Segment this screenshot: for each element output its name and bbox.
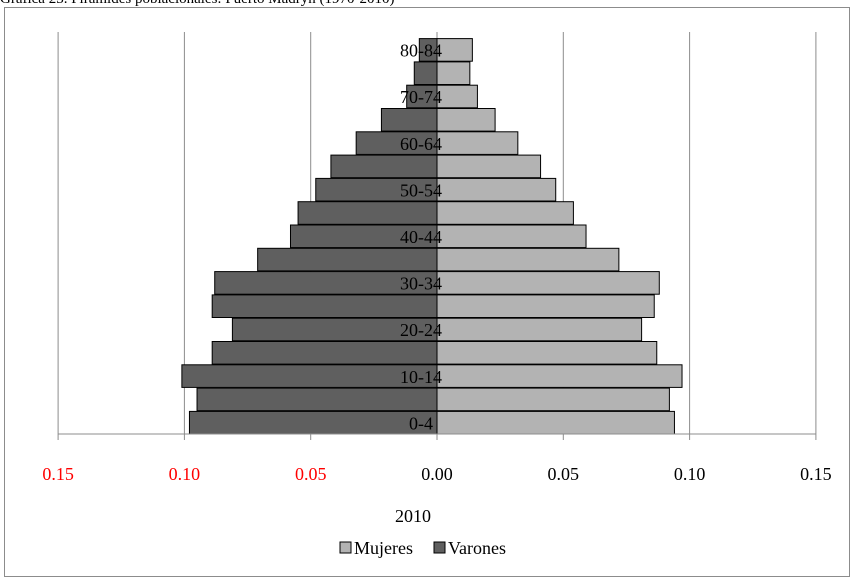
bar-mujeres-55-59 <box>437 155 541 178</box>
category-label: 80-84 <box>400 41 442 61</box>
category-label: 70-74 <box>400 87 442 107</box>
bar-varones-75-79 <box>414 62 437 85</box>
legend-label-varones: Varones <box>448 538 506 558</box>
x-axis <box>58 434 816 440</box>
category-label: 60-64 <box>400 134 442 154</box>
bar-varones-10-14 <box>182 365 437 388</box>
bar-varones-25-29 <box>212 295 437 318</box>
bar-mujeres-50-54 <box>437 178 556 201</box>
bar-mujeres-80-84 <box>437 39 472 62</box>
category-label: 30-34 <box>400 274 442 294</box>
bar-varones-0-4 <box>189 411 437 434</box>
category-label: 50-54 <box>400 180 442 200</box>
bar-mujeres-40-44 <box>437 225 586 248</box>
bar-mujeres-20-24 <box>437 318 642 341</box>
bar-varones-15-19 <box>212 342 437 365</box>
bar-mujeres-70-74 <box>437 85 477 108</box>
bar-varones-55-59 <box>331 155 437 178</box>
bar-mujeres-30-34 <box>437 272 659 295</box>
category-labels: 0-4 10-14 20-24 30-34 40-44 50-54 60-64 70-74 80… <box>400 41 442 434</box>
category-label: 20-24 <box>400 320 442 340</box>
bar-varones-45-49 <box>298 202 437 225</box>
x-tick-label: 0.00 <box>421 464 453 484</box>
category-label: 40-44 <box>400 227 442 247</box>
bar-mujeres-0-4 <box>437 411 674 434</box>
legend-swatch-mujeres <box>340 542 351 553</box>
x-tick-label: 0.15 <box>42 464 74 484</box>
bar-varones-65-69 <box>381 109 437 132</box>
x-tick-label: 0.10 <box>169 464 201 484</box>
legend-label-mujeres: Mujeres <box>354 538 413 558</box>
x-tick-label: 0.05 <box>295 464 327 484</box>
bar-mujeres-65-69 <box>437 109 495 132</box>
bar-mujeres-5-9 <box>437 388 669 411</box>
bar-mujeres-10-14 <box>437 365 682 388</box>
x-tick-labels: 0.15 0.10 0.05 0.00 0.05 0.10 0.15 <box>42 464 831 484</box>
x-tick-label: 0.05 <box>548 464 580 484</box>
bar-varones-5-9 <box>197 388 437 411</box>
legend: Mujeres Varones <box>340 538 506 558</box>
bar-mujeres-25-29 <box>437 295 654 318</box>
bar-varones-35-39 <box>258 248 437 271</box>
bar-mujeres-15-19 <box>437 342 657 365</box>
chart-frame: 0-4 10-14 20-24 30-34 40-44 50-54 60-64 70-74 80… <box>4 7 850 577</box>
legend-swatch-varones <box>434 542 445 553</box>
bar-mujeres-35-39 <box>437 248 619 271</box>
x-tick-label: 0.10 <box>674 464 706 484</box>
x-axis-title: 2010 <box>395 506 431 526</box>
bar-mujeres-60-64 <box>437 132 518 155</box>
category-label: 10-14 <box>400 367 442 387</box>
x-tick-label: 0.15 <box>800 464 832 484</box>
bar-mujeres-45-49 <box>437 202 573 225</box>
category-label: 0-4 <box>409 413 433 433</box>
bar-mujeres-75-79 <box>437 62 470 85</box>
population-pyramid-chart: 0-4 10-14 20-24 30-34 40-44 50-54 60-64 70-74 80… <box>5 8 851 572</box>
